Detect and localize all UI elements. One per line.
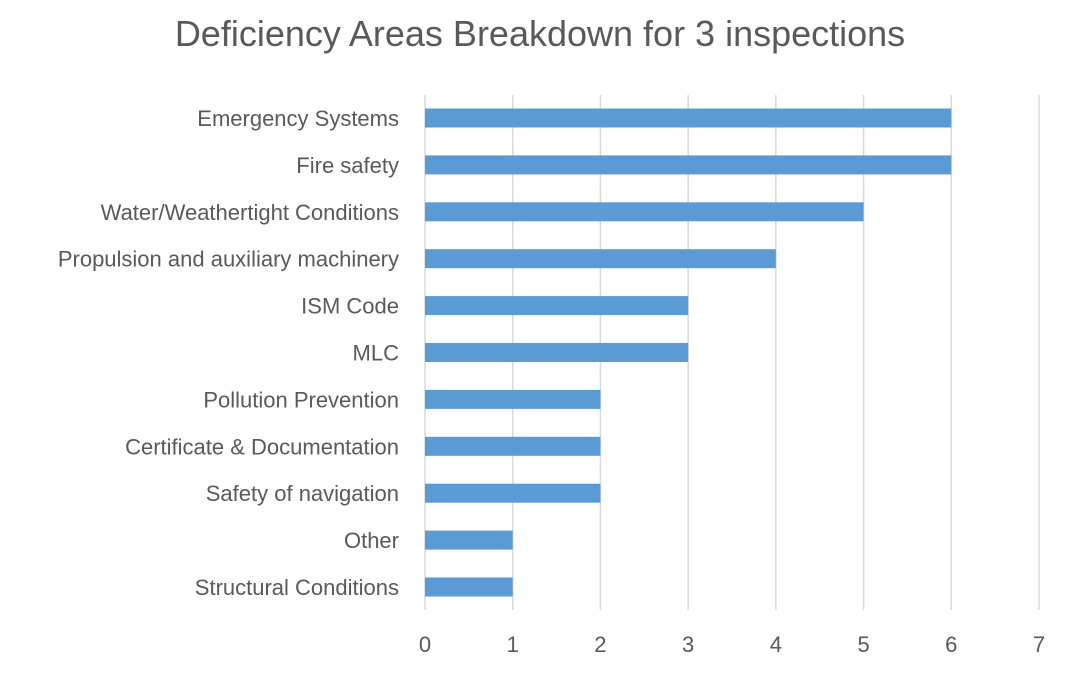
bar bbox=[425, 530, 513, 550]
bar bbox=[425, 436, 601, 456]
bar bbox=[425, 389, 601, 409]
x-tick-label: 0 bbox=[419, 632, 431, 657]
chart-title: Deficiency Areas Breakdown for 3 inspect… bbox=[174, 13, 906, 54]
category-label: Certificate & Documentation bbox=[125, 434, 399, 459]
x-tick-label: 4 bbox=[770, 632, 782, 657]
category-label: Pollution Prevention bbox=[203, 387, 399, 412]
category-label: Safety of navigation bbox=[206, 481, 399, 506]
bar bbox=[425, 249, 776, 269]
x-tick-label: 5 bbox=[857, 632, 869, 657]
category-label: Water/Weathertight Conditions bbox=[101, 200, 399, 225]
x-tick-label: 6 bbox=[945, 632, 957, 657]
category-label: ISM Code bbox=[301, 294, 399, 319]
x-tick-label: 7 bbox=[1033, 632, 1045, 657]
bar bbox=[425, 155, 952, 175]
category-label: Fire safety bbox=[296, 153, 399, 178]
bar bbox=[425, 296, 689, 316]
category-label: Structural Conditions bbox=[195, 575, 399, 600]
bar bbox=[425, 202, 864, 222]
bar bbox=[425, 108, 952, 128]
category-label: Other bbox=[344, 528, 399, 553]
bar bbox=[425, 577, 513, 597]
bar bbox=[425, 483, 601, 503]
category-label: Emergency Systems bbox=[197, 106, 399, 131]
bar bbox=[425, 343, 689, 362]
x-tick-label: 2 bbox=[594, 632, 606, 657]
category-label: Propulsion and auxiliary machinery bbox=[58, 247, 399, 272]
x-tick-label: 1 bbox=[507, 632, 519, 657]
x-tick-label: 3 bbox=[682, 632, 694, 657]
category-label: MLC bbox=[353, 341, 400, 366]
